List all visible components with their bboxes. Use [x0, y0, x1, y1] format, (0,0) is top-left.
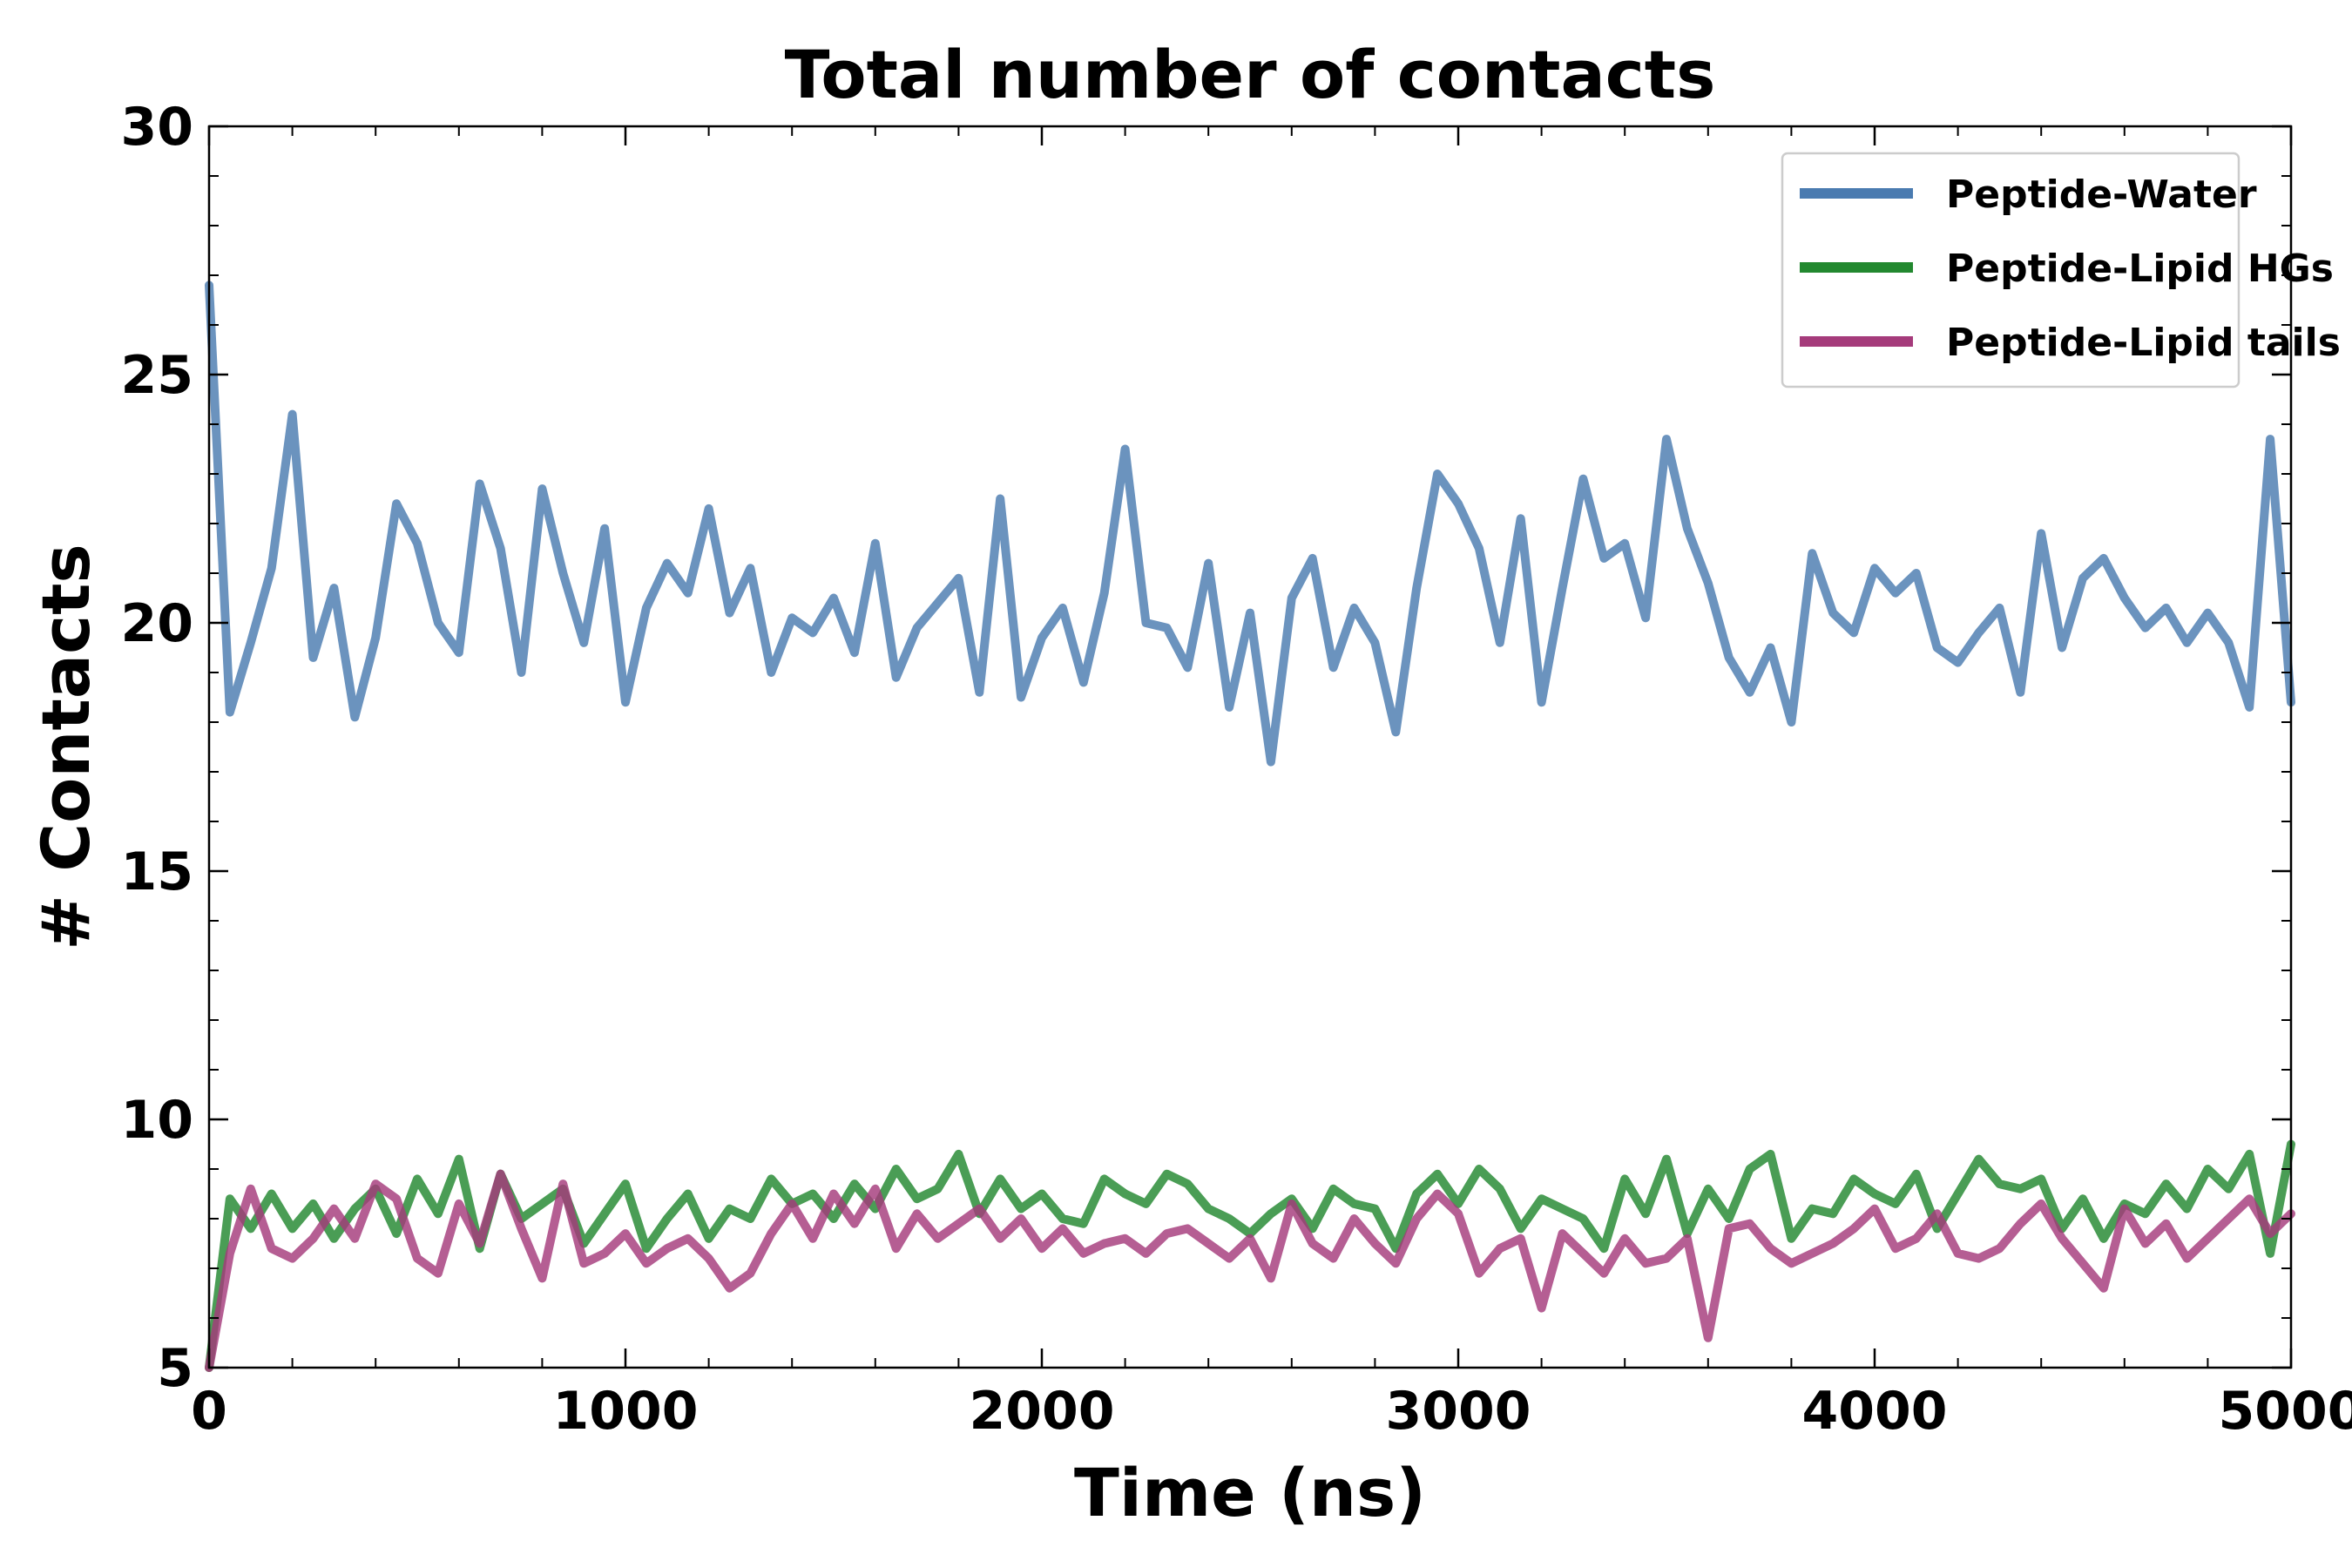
x-tick-label: 2000 — [970, 1381, 1115, 1442]
y-axis-label: # Contacts — [27, 544, 105, 950]
y-tick-label: 5 — [157, 1338, 193, 1399]
series-layer — [205, 280, 2295, 1372]
y-tick-label: 10 — [121, 1090, 194, 1151]
legend-box — [1781, 152, 2240, 389]
legend-label-peptide-lipid-tails: Peptide-Lipid tails — [1946, 321, 2341, 365]
y-tick-label: 20 — [121, 593, 194, 654]
x-tick-label: 1000 — [553, 1381, 699, 1442]
x-tick-label: 4000 — [1802, 1381, 1948, 1442]
series-line-peptide-water — [205, 280, 2295, 767]
series-line-peptide-lipid-hgs — [205, 1139, 2295, 1372]
y-tick-label: 25 — [121, 345, 194, 406]
y-tick-label: 15 — [121, 841, 194, 902]
legend-label-peptide-lipid-hgs: Peptide-Lipid HGs — [1946, 247, 2334, 291]
plot-frame — [207, 125, 2293, 1369]
y-tick-label: 30 — [121, 97, 194, 158]
legend-label-peptide-water: Peptide-Water — [1946, 172, 2257, 217]
series-line-peptide-lipid-tails — [205, 1169, 2295, 1372]
x-tick-label: 5000 — [2219, 1381, 2352, 1442]
x-tick-label: 3000 — [1386, 1381, 1531, 1442]
tick-layer: 0 1000 2000 3000 4000 5000 5 10 15 20 25 30 — [121, 97, 2352, 1442]
chart-title: Total number of contacts — [785, 36, 1716, 113]
x-axis-label: Time (ns) — [1074, 1454, 1426, 1531]
x-tick-label: 0 — [191, 1381, 227, 1442]
legend: Peptide-Water Peptide-Lipid HGs Peptide-Li… — [1781, 152, 2341, 389]
